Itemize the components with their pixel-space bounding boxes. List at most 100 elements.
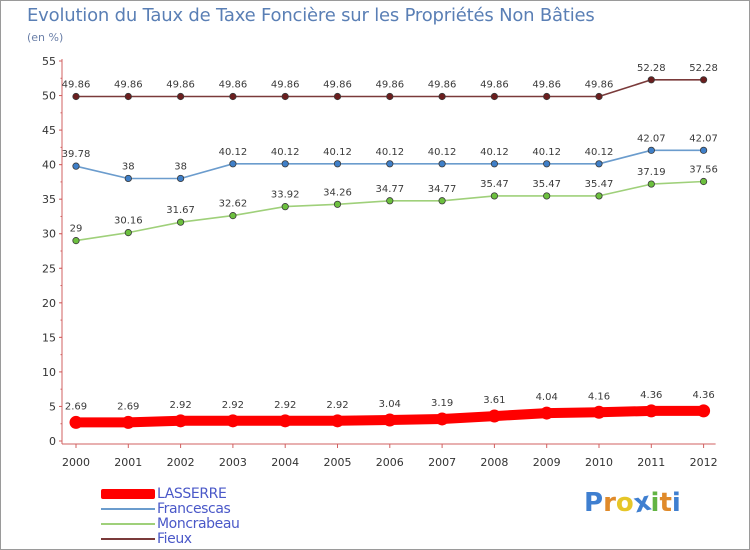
data-label-lasserre: 2.69 [65, 401, 87, 412]
data-label-lasserre: 3.04 [379, 399, 401, 410]
data-point-moncrabeau [177, 218, 185, 226]
data-label-fieux: 49.86 [62, 80, 91, 91]
data-point-lasserre [121, 415, 135, 429]
data-label-moncrabeau: 34.26 [323, 187, 352, 198]
data-point-francescas [438, 160, 446, 168]
x-tick-label: 2003 [219, 456, 247, 469]
data-label-francescas: 42.07 [637, 133, 666, 144]
x-tick-label: 2007 [428, 456, 456, 469]
data-point-moncrabeau [595, 192, 603, 200]
legend-item-fieux: Fieux [101, 531, 321, 547]
legend-item-moncrabeau: Moncrabeau [101, 516, 321, 532]
x-tick-label: 2001 [114, 456, 142, 469]
data-point-francescas [386, 160, 394, 168]
data-point-lasserre [278, 414, 292, 428]
data-point-lasserre [331, 414, 344, 428]
legend-swatch-fieux [101, 538, 155, 540]
data-label-lasserre: 4.04 [536, 392, 558, 403]
data-point-francescas [124, 174, 132, 183]
data-label-moncrabeau: 34.77 [428, 184, 457, 195]
y-tick-label: 0 [49, 435, 56, 448]
data-point-fieux [699, 76, 708, 84]
data-point-francescas [543, 160, 551, 168]
data-label-moncrabeau: 37.19 [637, 167, 666, 178]
data-point-lasserre [435, 412, 449, 426]
data-label-moncrabeau: 35.47 [585, 179, 614, 190]
data-label-moncrabeau: 37.56 [689, 164, 718, 175]
data-label-francescas: 40.12 [585, 147, 614, 158]
logo-letter: o [615, 488, 634, 518]
data-point-francescas [699, 146, 708, 154]
legend-swatch-lasserre [101, 489, 155, 499]
legend-swatch-francescas [101, 508, 155, 510]
data-point-lasserre [592, 405, 606, 419]
data-point-lasserre [174, 414, 188, 428]
data-label-fieux: 49.86 [323, 80, 352, 91]
data-point-lasserre [540, 406, 554, 420]
proxiti-logo: Proxiti [584, 487, 681, 520]
data-point-fieux [124, 92, 132, 101]
chart-title: Evolution du Taux de Taxe Foncière sur l… [27, 5, 595, 26]
x-tick-label: 2009 [533, 456, 561, 469]
legend-item-lasserre: LASSERRE [101, 486, 321, 502]
y-tick-label: 45 [42, 124, 56, 137]
data-label-lasserre: 2.92 [222, 400, 244, 411]
data-label-moncrabeau: 31.67 [166, 205, 195, 216]
data-label-lasserre: 4.36 [692, 390, 714, 401]
legend-label-lasserre: LASSERRE [157, 486, 227, 502]
data-point-lasserre [644, 404, 658, 418]
data-point-fieux [72, 92, 80, 101]
data-label-fieux: 52.28 [637, 63, 666, 74]
data-label-fieux: 49.86 [219, 80, 248, 91]
data-label-lasserre: 2.92 [169, 400, 191, 411]
data-point-fieux [647, 76, 655, 84]
series-francescas: 39.78 38 38 40.12 40.12 40.12 40.12 40.12 40.12 4… [62, 133, 718, 183]
data-point-lasserre [383, 413, 397, 427]
data-point-moncrabeau [281, 203, 289, 211]
data-point-moncrabeau [229, 212, 237, 220]
data-label-lasserre: 4.36 [640, 390, 662, 401]
data-point-moncrabeau [543, 192, 551, 200]
data-point-francescas [595, 160, 603, 168]
data-label-lasserre: 2.92 [274, 400, 296, 411]
logo-letter: i [671, 488, 681, 518]
data-point-moncrabeau [124, 229, 132, 237]
y-tick-label: 25 [42, 262, 56, 275]
data-point-fieux [543, 92, 551, 101]
chart-unit-label: (en %) [27, 31, 64, 44]
data-label-moncrabeau: 34.77 [375, 184, 404, 195]
data-point-francescas [333, 160, 342, 168]
logo-letter: P [584, 488, 604, 518]
chart-legend: LASSERRE Francescas Moncrabeau Fieux [101, 486, 321, 547]
x-tick-label: 2010 [585, 456, 613, 469]
data-point-lasserre [69, 415, 83, 429]
data-label-moncrabeau: 33.92 [271, 190, 300, 201]
chart-series: 2.69 2.69 2.92 2.92 2.92 2.92 3.04 3.19 3.61 4.04… [62, 63, 718, 429]
data-label-francescas: 40.12 [375, 147, 404, 158]
data-label-francescas: 38 [122, 161, 135, 172]
data-label-moncrabeau: 35.47 [480, 179, 509, 190]
legend-label-moncrabeau: Moncrabeau [157, 516, 240, 532]
data-label-fieux: 49.86 [585, 80, 614, 91]
data-label-fieux: 49.86 [375, 80, 404, 91]
data-point-francescas [281, 160, 289, 168]
data-point-fieux [490, 92, 498, 101]
data-point-moncrabeau [490, 192, 498, 200]
data-point-moncrabeau [647, 180, 655, 188]
data-label-lasserre: 3.19 [431, 398, 453, 409]
y-tick-label: 35 [42, 193, 56, 206]
y-tick-label: 55 [42, 55, 56, 68]
data-label-francescas: 38 [174, 161, 187, 172]
data-point-francescas [72, 162, 80, 170]
y-tick-label: 50 [42, 90, 56, 103]
logo-letter: i [650, 488, 660, 518]
data-point-moncrabeau [333, 200, 342, 208]
data-label-moncrabeau: 32.62 [219, 199, 248, 210]
data-point-lasserre [226, 414, 240, 428]
data-label-francescas: 40.12 [219, 147, 248, 158]
data-point-fieux [333, 92, 342, 101]
data-label-francescas: 42.07 [689, 133, 718, 144]
data-point-fieux [281, 92, 289, 101]
x-tick-label: 2005 [324, 456, 352, 469]
